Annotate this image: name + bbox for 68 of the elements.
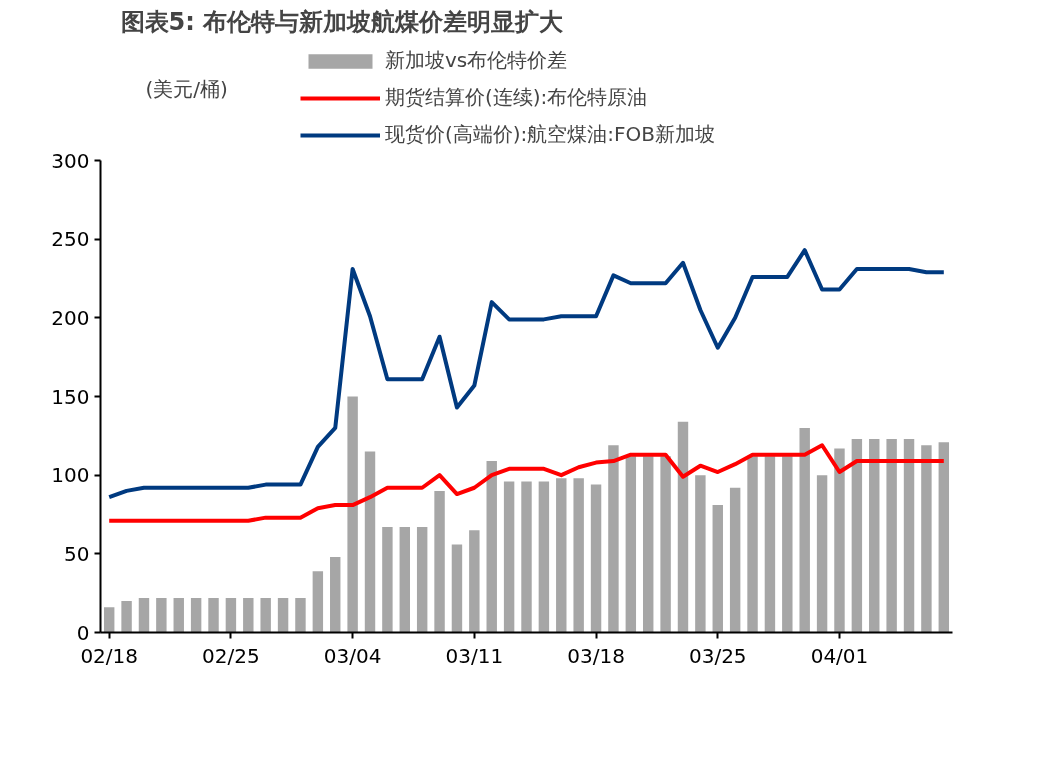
x-tick-label: 04/01	[810, 643, 869, 668]
bar	[277, 597, 289, 633]
bar	[225, 597, 237, 633]
bar	[625, 456, 637, 633]
y-tick-label: 0	[76, 620, 90, 645]
y-tick-label: 100	[51, 463, 90, 488]
y-tick-label: 150	[51, 384, 90, 409]
bar	[834, 448, 845, 633]
bar	[729, 487, 741, 633]
bar	[608, 445, 619, 633]
bar	[486, 461, 497, 633]
bar	[416, 527, 428, 633]
bar	[799, 427, 810, 633]
bar	[677, 421, 689, 633]
bar	[747, 456, 758, 633]
bar	[816, 475, 828, 633]
bar	[764, 456, 776, 633]
bar	[138, 597, 150, 633]
bar	[869, 438, 880, 633]
x-tick-label: 03/25	[688, 643, 747, 668]
x-tick-label: 03/18	[567, 643, 625, 668]
bar	[886, 438, 897, 633]
bar	[243, 597, 254, 633]
bar	[521, 481, 532, 633]
bar	[590, 484, 602, 633]
x-tick-label: 03/04	[323, 643, 382, 668]
bar	[660, 456, 671, 633]
x-tick-label: 02/18	[80, 643, 139, 668]
bar	[695, 475, 706, 633]
bar	[469, 530, 480, 633]
bar	[330, 556, 341, 633]
bar	[938, 442, 950, 633]
bar	[903, 438, 915, 633]
x-tick-label: 03/11	[445, 643, 504, 668]
bar	[173, 597, 184, 633]
bar	[782, 456, 793, 633]
bar	[208, 597, 219, 633]
bar	[364, 451, 376, 633]
bar	[382, 527, 393, 633]
x-tick-label: 02/25	[202, 643, 260, 668]
bar	[712, 505, 723, 633]
bar	[643, 456, 654, 633]
bar	[503, 481, 515, 633]
y-axis-title: (美元/桶)	[145, 76, 228, 101]
y-tick-label: 50	[64, 541, 90, 566]
bar	[434, 490, 445, 633]
chart-title: 图表5: 布伦特与新加坡航煤价差明显扩大	[120, 7, 565, 36]
bar	[190, 597, 202, 633]
bar	[347, 396, 358, 633]
bar	[260, 597, 271, 633]
legend-label: 新加坡vs布伦特价差	[385, 47, 568, 74]
bar	[538, 481, 550, 633]
bar	[851, 438, 863, 633]
y-tick-label: 300	[51, 148, 90, 173]
bar	[451, 544, 463, 633]
bar	[556, 478, 567, 633]
bar	[121, 601, 132, 633]
bar	[103, 607, 115, 633]
bar	[295, 597, 306, 633]
y-tick-label: 200	[51, 305, 90, 330]
bar	[156, 597, 167, 633]
bar	[399, 527, 410, 633]
legend-label: 现货价(高端价):航空煤油:FOB新加坡	[385, 121, 716, 148]
y-tick-label: 250	[51, 227, 90, 252]
bar	[921, 445, 932, 633]
bar	[312, 571, 324, 633]
bar	[573, 478, 584, 633]
legend-label: 期货结算价(连续):布伦特原油	[385, 84, 648, 111]
